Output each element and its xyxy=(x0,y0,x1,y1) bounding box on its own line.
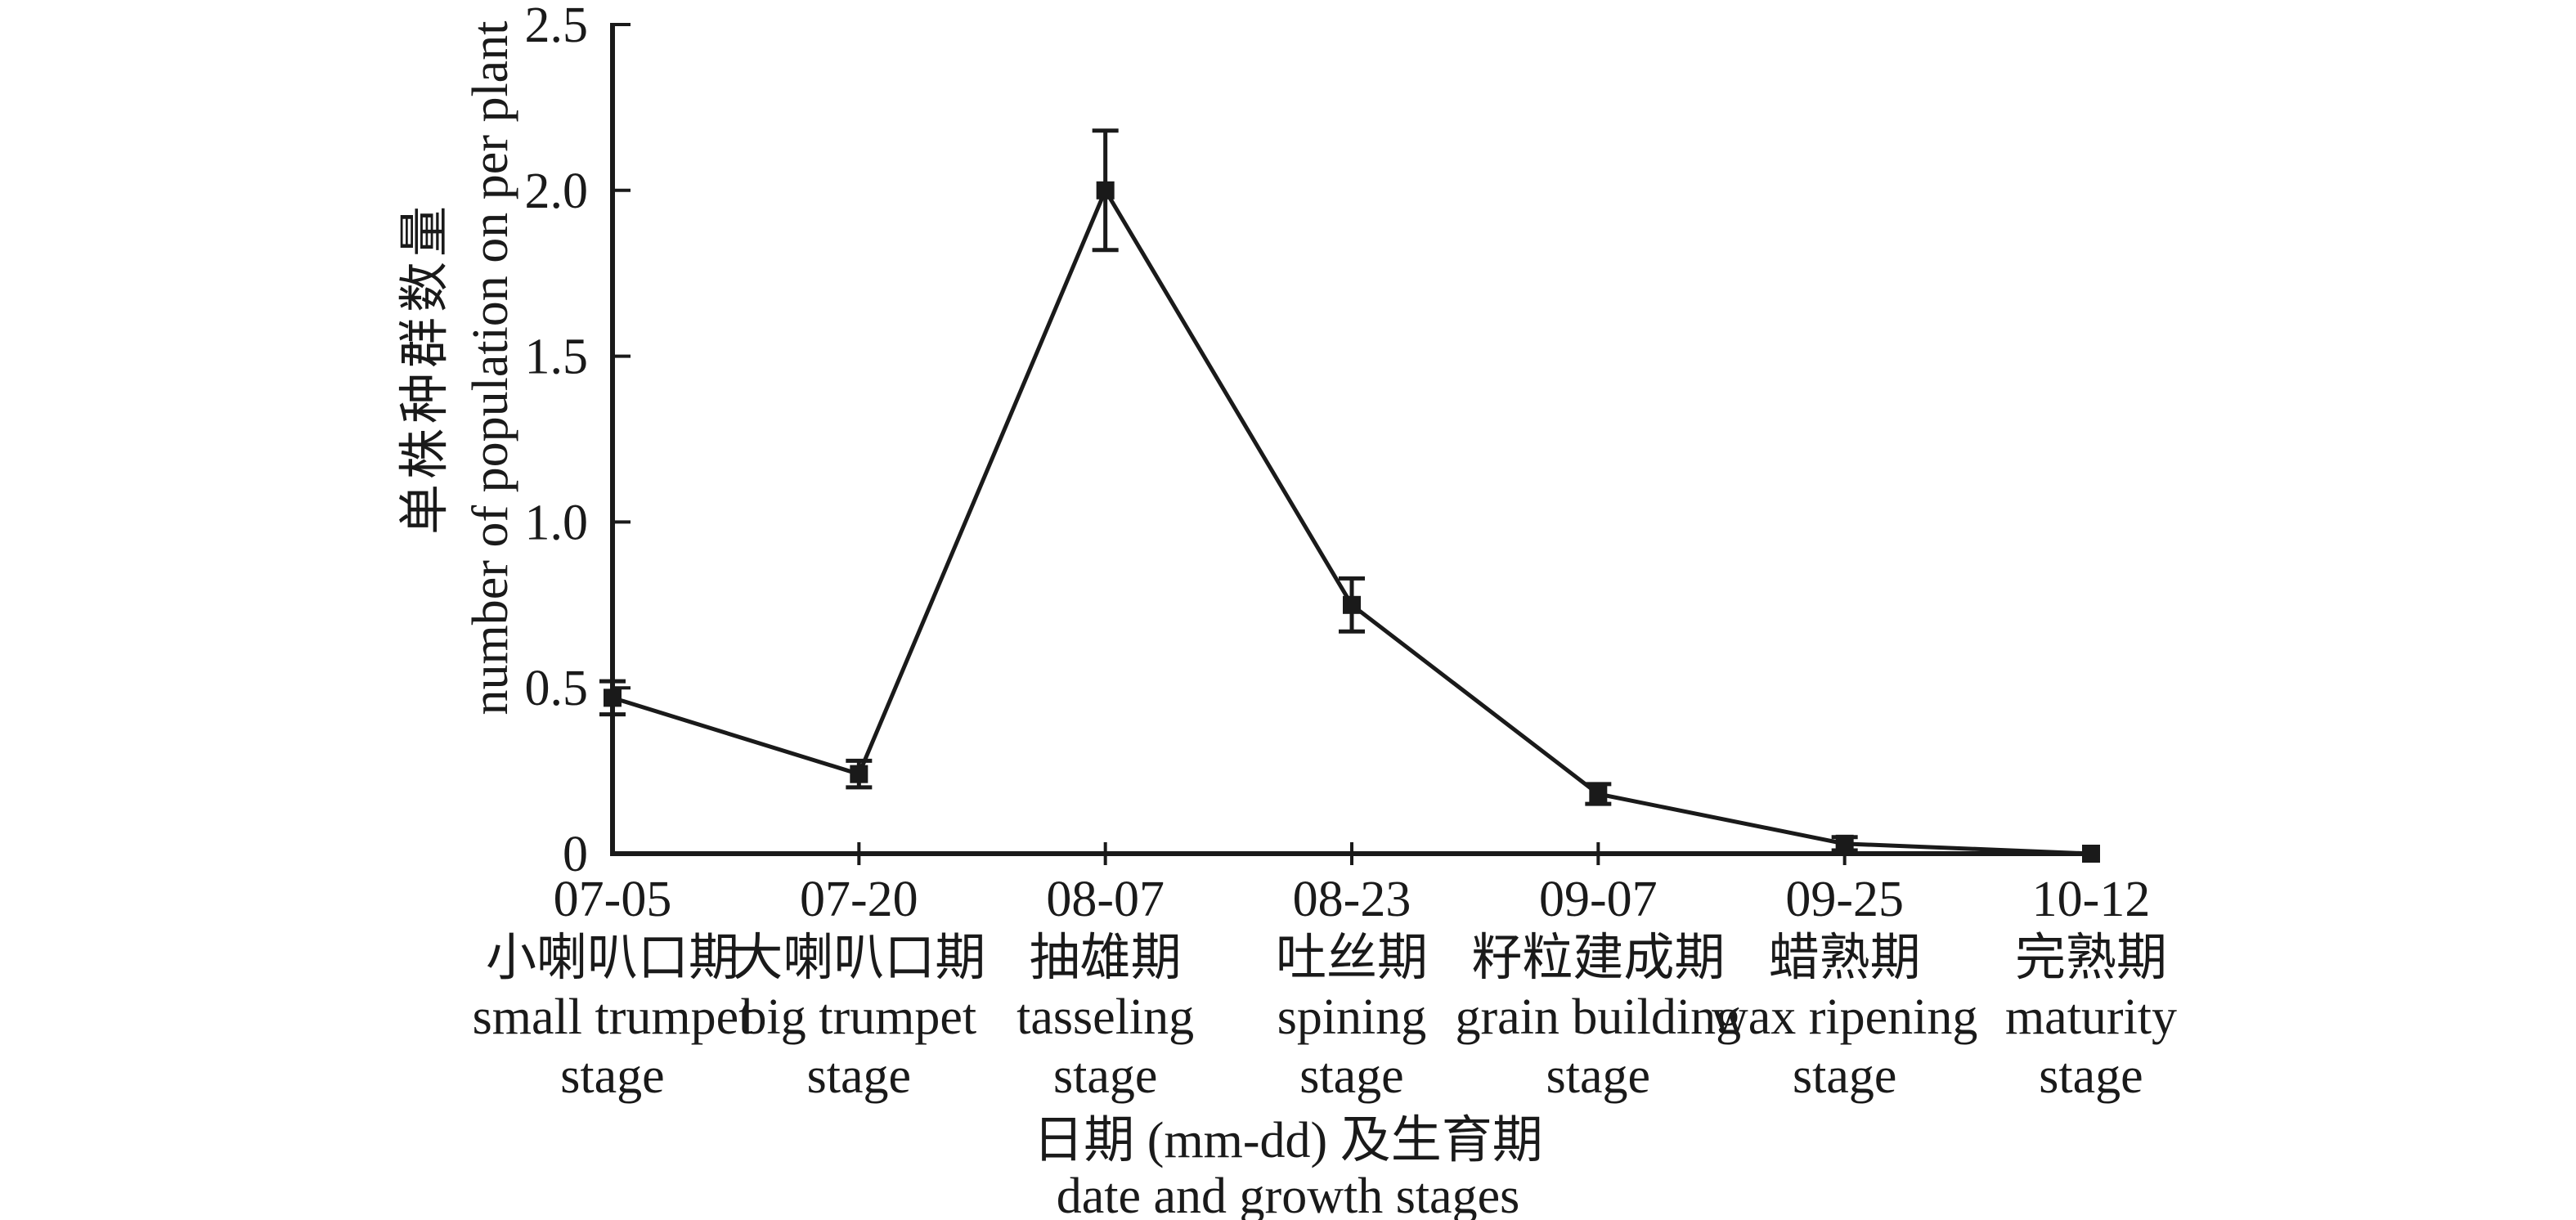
y-tick-label: 1.0 xyxy=(525,495,589,550)
category-date-label: 10-12 xyxy=(2032,872,2151,927)
category-en-label: spining xyxy=(1277,989,1427,1045)
x-axis-title-en: date and growth stages xyxy=(1056,1168,1520,1220)
category-date-label: 07-20 xyxy=(800,872,918,927)
category-zh-label: 吐丝期 xyxy=(1276,931,1428,986)
category-en-label: wax ripening xyxy=(1712,989,1977,1045)
data-marker xyxy=(850,765,868,783)
category-date-label: 09-25 xyxy=(1785,872,1904,927)
data-marker xyxy=(1096,181,1115,200)
data-marker xyxy=(1835,834,1854,853)
category-en-label: maturity xyxy=(2005,989,2177,1045)
y-tick-label: 1.5 xyxy=(525,330,589,385)
category-zh-label: 小喇叭口期 xyxy=(486,931,739,986)
category-en-label: big trumpet xyxy=(742,989,977,1045)
y-axis-title-en: number of population on per plant xyxy=(463,20,518,715)
category-en2-label: stage xyxy=(1546,1048,1650,1104)
category-en-label: grain building xyxy=(1456,989,1742,1045)
category-date-label: 08-07 xyxy=(1046,872,1165,927)
category-en2-label: stage xyxy=(2039,1048,2143,1104)
y-axis-title-zh: 单株种群数量 xyxy=(397,201,453,536)
category-en2-label: stage xyxy=(560,1048,664,1104)
category-en2-label: stage xyxy=(1793,1048,1896,1104)
category-zh-label: 大喇叭口期 xyxy=(732,931,985,986)
category-date-label: 09-07 xyxy=(1539,872,1658,927)
data-line xyxy=(612,186,2092,856)
y-tick-label: 2.5 xyxy=(525,0,589,53)
category-date-label: 07-05 xyxy=(554,872,672,927)
y-tick-label: 0 xyxy=(563,827,588,882)
data-marker xyxy=(604,688,622,707)
category-zh-label: 籽粒建成期 xyxy=(1471,931,1725,986)
category-en2-label: stage xyxy=(1299,1048,1403,1104)
category-en-label: small trumpet xyxy=(473,989,753,1045)
category-zh-label: 抽雄期 xyxy=(1030,931,1182,986)
y-tick-label: 0.5 xyxy=(525,661,589,716)
category-zh-label: 完熟期 xyxy=(2015,931,2167,986)
y-tick-label: 2.0 xyxy=(525,164,589,219)
data-marker xyxy=(2082,845,2100,863)
data-marker xyxy=(1589,784,1608,803)
category-date-label: 08-23 xyxy=(1293,872,1411,927)
category-en2-label: stage xyxy=(807,1048,911,1104)
category-en2-label: stage xyxy=(1053,1048,1157,1104)
x-axis-title-zh: 日期 (mm-dd) 及生育期 xyxy=(1033,1113,1543,1168)
category-zh-label: 蜡熟期 xyxy=(1769,931,1921,986)
data-marker xyxy=(1343,595,1361,614)
category-en-label: tasseling xyxy=(1016,989,1194,1045)
